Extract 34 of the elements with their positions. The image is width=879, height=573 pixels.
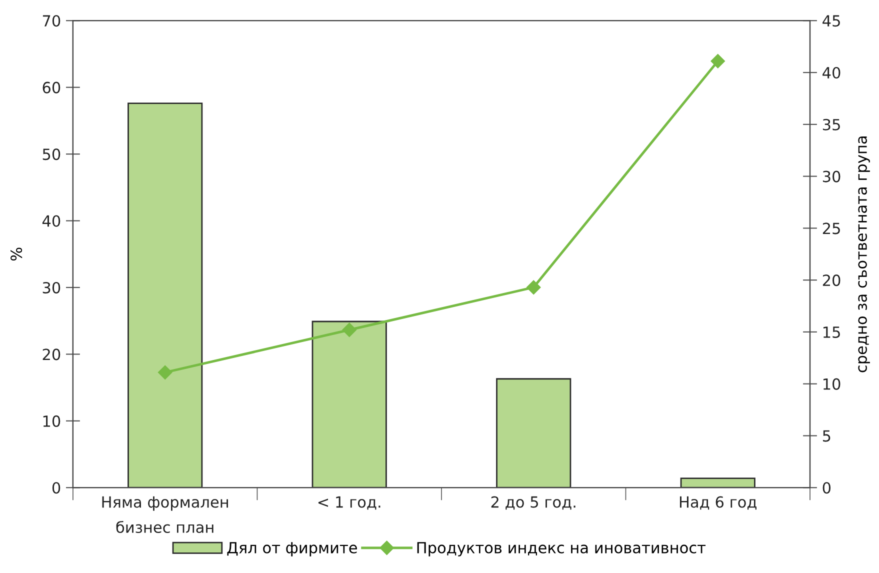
y2-tick-label: 20	[822, 274, 840, 286]
x-tick-label: Няма формален бизнес план	[102, 496, 228, 534]
y2-tick-label: 45	[822, 15, 840, 27]
bar	[312, 320, 387, 488]
point	[526, 280, 541, 294]
y-tick-label: 70	[42, 15, 60, 27]
bar	[680, 478, 756, 488]
y-tick-label: 40	[42, 215, 60, 227]
y2-tick-label: 10	[823, 378, 840, 390]
point	[710, 54, 725, 68]
y2-tick-label: 15	[823, 326, 840, 338]
x-tick-label: Над 6 год	[680, 496, 756, 510]
y2-tick-label: 5	[822, 430, 830, 442]
y2-tick-label: 35	[822, 118, 840, 130]
y-tick-label: 30	[42, 282, 60, 294]
bar	[128, 102, 203, 488]
legend-label: Дял от фирмите	[227, 542, 357, 556]
x-tick-label: < 1 год.	[318, 496, 380, 510]
y2-tick-label: 30	[822, 170, 840, 182]
y-tick-label: 50	[42, 148, 60, 160]
y-tick-label: 60	[42, 82, 60, 94]
x-tick-label: 2 до 5 год.	[491, 496, 576, 510]
point	[158, 365, 172, 380]
point	[342, 322, 356, 337]
y2-axis-title: средно за съответната група	[858, 136, 870, 372]
y-tick-label: 0	[52, 482, 60, 494]
y2-tick-label: 40	[822, 66, 840, 79]
bar	[496, 378, 572, 488]
y2-tick-label: 25	[822, 222, 840, 234]
legend-label: Продуктов индекс на иновативност	[417, 542, 706, 556]
y2-tick-label: 0	[822, 482, 831, 494]
y-axis-title: %	[10, 248, 22, 261]
y-tick-label: 10	[43, 415, 60, 427]
y-tick-label: 20	[42, 348, 60, 360]
